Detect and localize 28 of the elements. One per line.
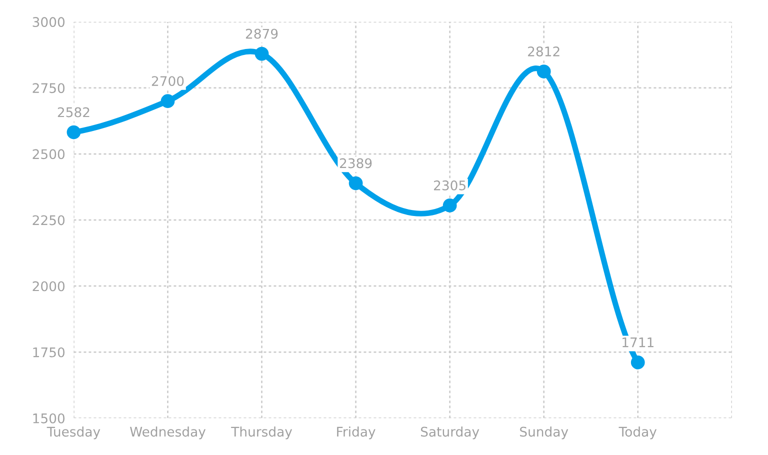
- point: [630, 355, 645, 370]
- data-label: 2700: [152, 76, 184, 86]
- point: [254, 46, 269, 61]
- data-label: 2582: [58, 107, 90, 118]
- y-tick-label: 2250: [32, 215, 65, 226]
- point: [66, 125, 81, 140]
- data-label: 2812: [528, 46, 560, 56]
- point: [160, 94, 175, 108]
- data-label: 2879: [246, 28, 278, 39]
- y-tick-label: 2500: [32, 149, 65, 160]
- y-tick-label: 1500: [33, 413, 65, 424]
- y-tick-label: 3000: [32, 17, 65, 28]
- data-label: 1711: [622, 338, 654, 348]
- x-tick-label: Tuesday: [46, 426, 100, 440]
- x-tick-label: Sunday: [520, 426, 568, 440]
- x-tick-label: Thursday: [231, 426, 292, 440]
- point: [348, 176, 363, 190]
- y-tick-label: 2000: [32, 281, 65, 292]
- x-tick-label: Today: [618, 426, 657, 440]
- point: [442, 198, 457, 212]
- x-tick-label: Wednesday: [130, 426, 206, 440]
- data-label: 2305: [434, 180, 466, 190]
- y-tick-label: 1750: [33, 347, 65, 358]
- x-tick-label: Friday: [337, 426, 376, 440]
- data-label: 2389: [340, 158, 372, 168]
- x-tick-label: Saturday: [420, 426, 480, 440]
- y-tick-label: 2750: [32, 83, 65, 94]
- point: [536, 64, 551, 78]
